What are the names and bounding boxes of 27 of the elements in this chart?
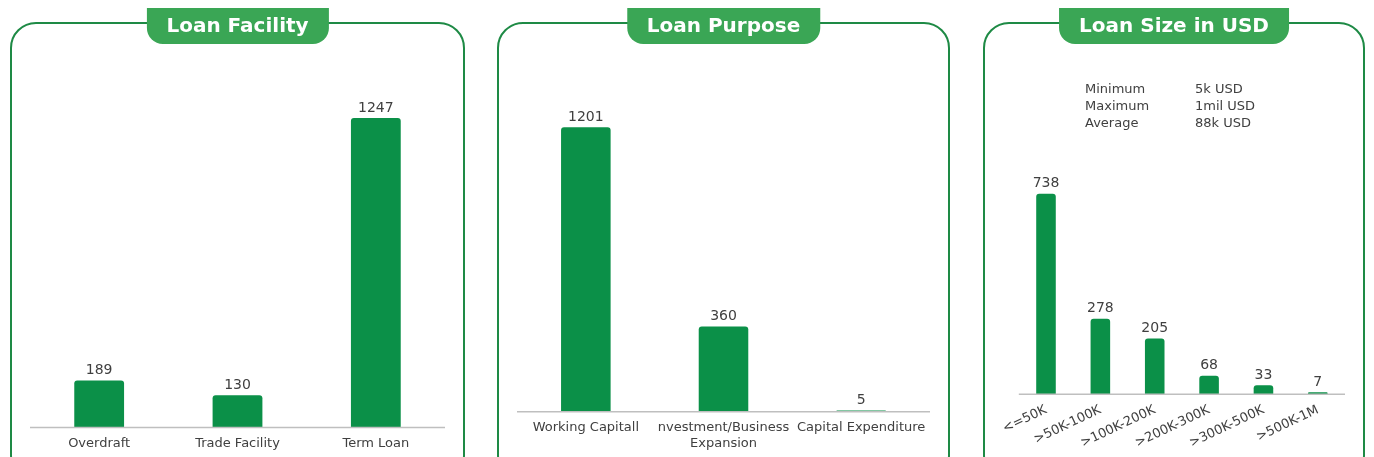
data-label: 7 [1313,372,1323,389]
text: 88k USD [1195,114,1252,131]
data-label: 360 [710,307,737,324]
text: 1mil USD [1195,97,1256,114]
text: 5k USD [1195,80,1244,97]
x-tick-label: Trade Facility [194,434,281,450]
text: Minimum [1085,80,1147,97]
data-label: 1201 [568,107,604,124]
data-label: 130 [224,375,251,392]
data-label: 1247 [358,98,394,115]
text: Average [1085,114,1140,131]
x-tick-label: Overdraft [68,434,131,450]
x-tick-label: Capital Expenditure [796,418,926,434]
chart-title: Loan Purpose [626,8,821,44]
data-label: 33 [1254,365,1273,382]
text: Maximum [1085,97,1151,114]
data-label: 189 [85,361,113,378]
chart-title: Loan Size in USD [1059,8,1289,44]
data-label: 205 [1141,319,1169,336]
chart-title: Loan Facility [146,8,329,44]
x-tick-label: Term Loan [341,434,410,450]
x-tick-label: Working Capitall [532,418,640,434]
x-tick-label: nvestment/Business Expansion [657,418,790,450]
data-label: 5 [856,391,866,408]
data-label: 278 [1086,299,1114,316]
data-label: 68 [1200,356,1218,373]
data-label: 738 [1032,174,1060,191]
